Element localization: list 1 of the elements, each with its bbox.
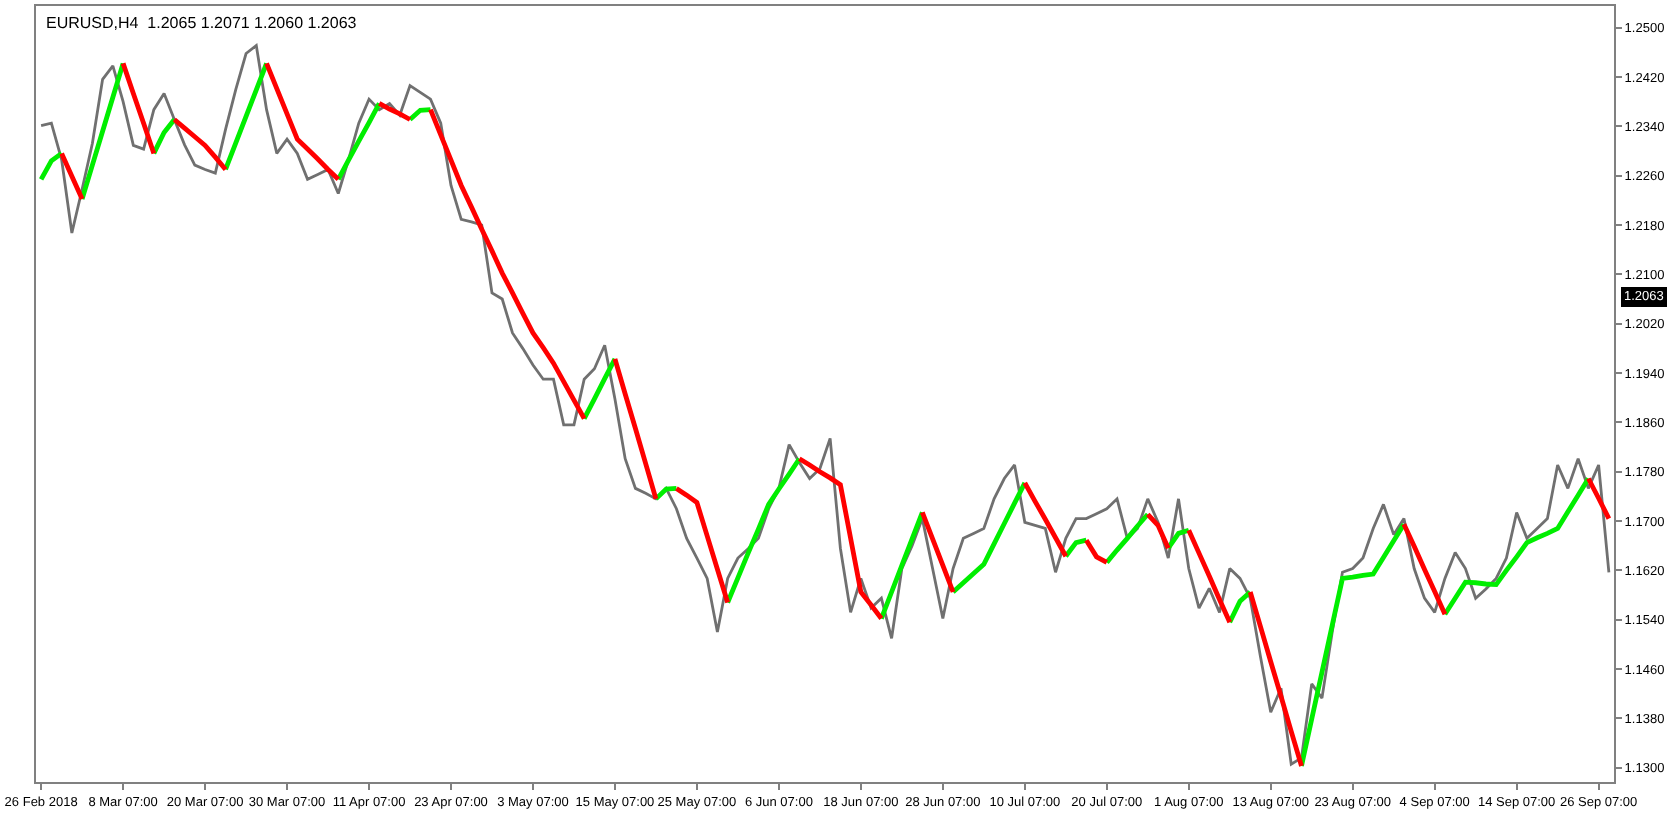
text: EURUSD,H4 1.2065 1.2071 1.2060 1.2063 (46, 14, 358, 32)
